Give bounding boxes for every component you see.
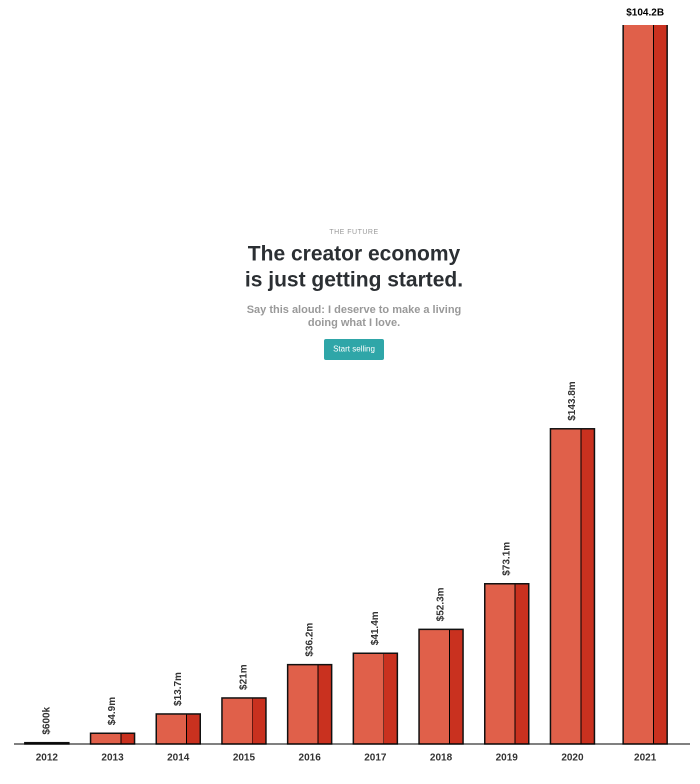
eyebrow: THE FUTURE [329,229,378,236]
bar [352,652,399,745]
bar [622,25,668,745]
value-label: $600k [41,706,52,734]
x-tick-label: 2015 [233,753,256,764]
heading: is just getting started. [245,269,463,292]
button[interactable] [324,339,384,360]
value-label: $13.7m [173,672,184,706]
value-label: $36.2m [304,623,315,657]
heading: The creator economy [248,243,461,266]
bar [286,663,333,745]
bar [221,697,267,745]
value-label: $73.1m [501,542,512,576]
button-label[interactable]: Start selling [333,345,375,354]
bar [484,583,530,745]
value-label: $41.4m [370,611,381,645]
bar [549,428,596,745]
subtitle: Say this aloud: I deserve to make a livi… [247,304,462,316]
value-label: $104.2B [626,8,664,19]
bars [24,25,668,745]
x-tick-label: 2014 [167,753,190,764]
bar [155,713,201,745]
subtitle: doing what I love. [308,317,400,329]
bar [418,628,464,745]
value-label: $4.9m [107,697,118,725]
bar [89,732,136,745]
x-tick-label: 2012 [36,753,59,764]
x-tick-label: 2017 [364,753,387,764]
x-tick-label: 2019 [496,753,519,764]
value-label: $52.3m [436,587,447,621]
x-tick-label: 2016 [299,753,322,764]
x-tick-label: 2020 [561,753,584,764]
value-label: $143.8m [567,381,578,421]
x-tick-label: 2018 [430,753,453,764]
value-label: $21m [239,664,250,690]
x-tick-label: 2013 [101,753,124,764]
x-tick-label: 2021 [634,753,657,764]
